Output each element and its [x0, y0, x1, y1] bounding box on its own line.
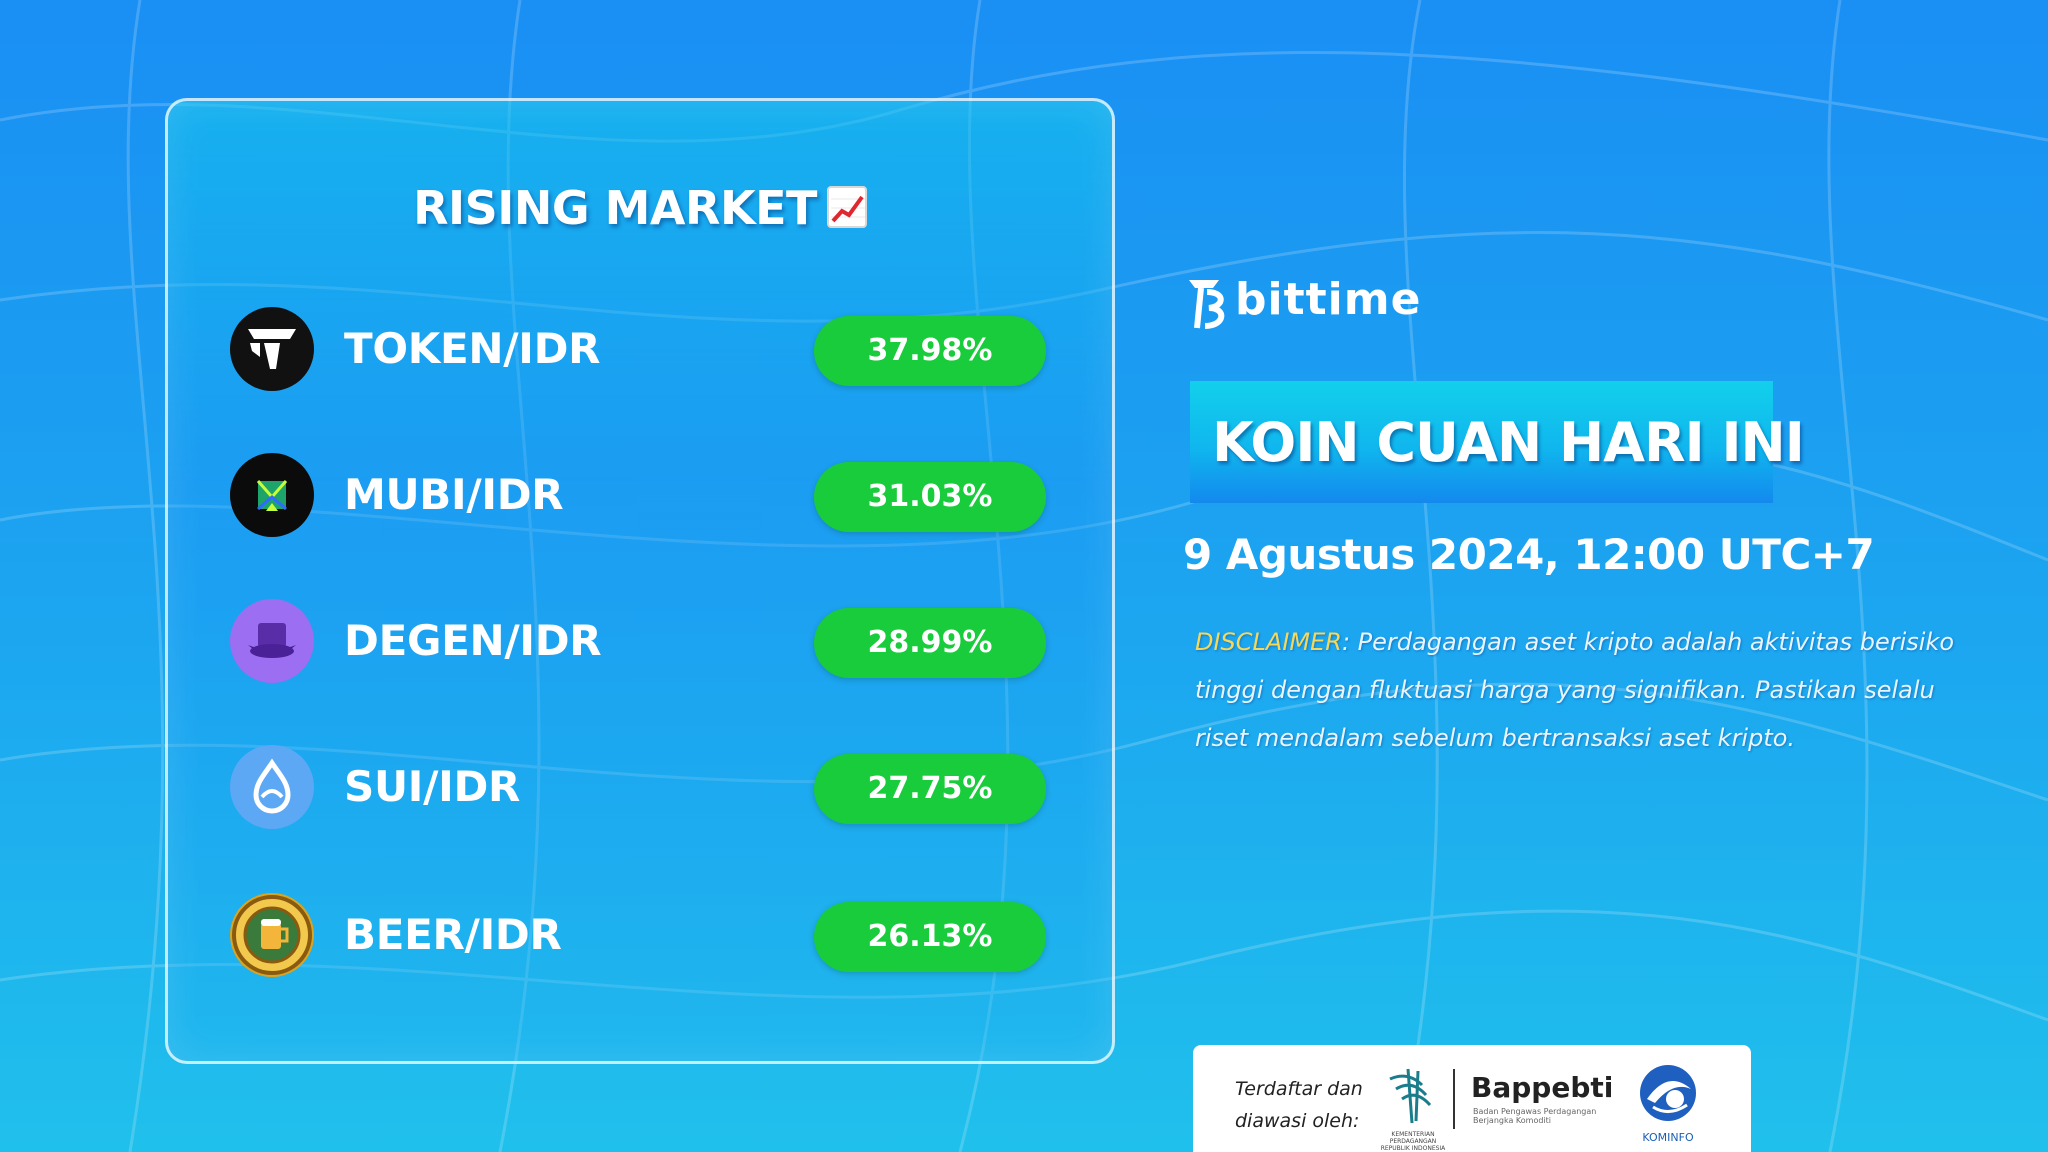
list-item-degen[interactable]: DEGEN/IDR 28.99% [230, 596, 1050, 686]
pair-label: TOKEN/IDR [344, 324, 601, 373]
bittime-logo-icon [1185, 272, 1227, 336]
pair-label: DEGEN/IDR [344, 616, 602, 665]
change-badge: 37.98% [814, 316, 1046, 386]
regulator-divider [1453, 1069, 1455, 1129]
list-item-beer[interactable]: BEER/IDR 26.13% [230, 890, 1050, 980]
kominfo-logo-icon: KOMINFO [1633, 1059, 1703, 1147]
card-title-text: RISING MARKET [413, 181, 817, 235]
pair-label: BEER/IDR [344, 910, 562, 959]
change-badge: 28.99% [814, 608, 1046, 678]
beer-coin-icon [230, 893, 314, 977]
disclaimer: DISCLAIMER: Perdagangan aset kripto adal… [1195, 618, 1975, 762]
chart-increasing-icon [826, 186, 867, 228]
brand-name: bittime [1235, 274, 1422, 325]
disclaimer-text: : Perdagangan aset kripto adalah aktivit… [1195, 628, 1955, 752]
headline-banner: KOIN CUAN HARI INI [1190, 381, 1805, 503]
sui-drop-icon [230, 745, 314, 829]
token-coin-icon [230, 307, 314, 391]
change-badge: 27.75% [814, 754, 1046, 824]
bappebti-subtitle: Badan Pengawas Perdagangan Berjangka Kom… [1473, 1107, 1597, 1125]
headline: KOIN CUAN HARI INI [1212, 411, 1805, 474]
date-time: 9 Agustus 2024, 12:00 UTC+7 [1183, 530, 1875, 579]
card-title: RISING MARKET [168, 181, 1112, 235]
change-badge: 31.03% [814, 462, 1046, 532]
list-item-sui[interactable]: SUI/IDR 27.75% [230, 742, 1050, 832]
change-badge: 26.13% [814, 902, 1046, 972]
regulator-intro: Terdaftar dan diawasi oleh: [1235, 1078, 1363, 1132]
kemendag-logo-icon: KEMENTERIAN PERDAGANGAN REPUBLIK INDONES… [1378, 1065, 1448, 1152]
mubi-coin-icon [230, 453, 314, 537]
pair-label: SUI/IDR [344, 762, 521, 811]
kemendag-caption: KEMENTERIAN PERDAGANGAN REPUBLIK INDONES… [1380, 1131, 1446, 1152]
disclaimer-label: DISCLAIMER [1195, 628, 1342, 656]
kominfo-caption: KOMINFO [1642, 1131, 1694, 1144]
pair-label: MUBI/IDR [344, 470, 564, 519]
bappebti-logo: Bappebti [1471, 1071, 1614, 1104]
list-item-mubi[interactable]: MUBI/IDR 31.03% [230, 450, 1050, 540]
list-item-token[interactable]: TOKEN/IDR 37.98% [230, 304, 1050, 394]
regulator-strip: Terdaftar dan diawasi oleh: KEMENTERIAN … [1193, 1045, 1751, 1152]
degen-hat-icon [230, 599, 314, 683]
